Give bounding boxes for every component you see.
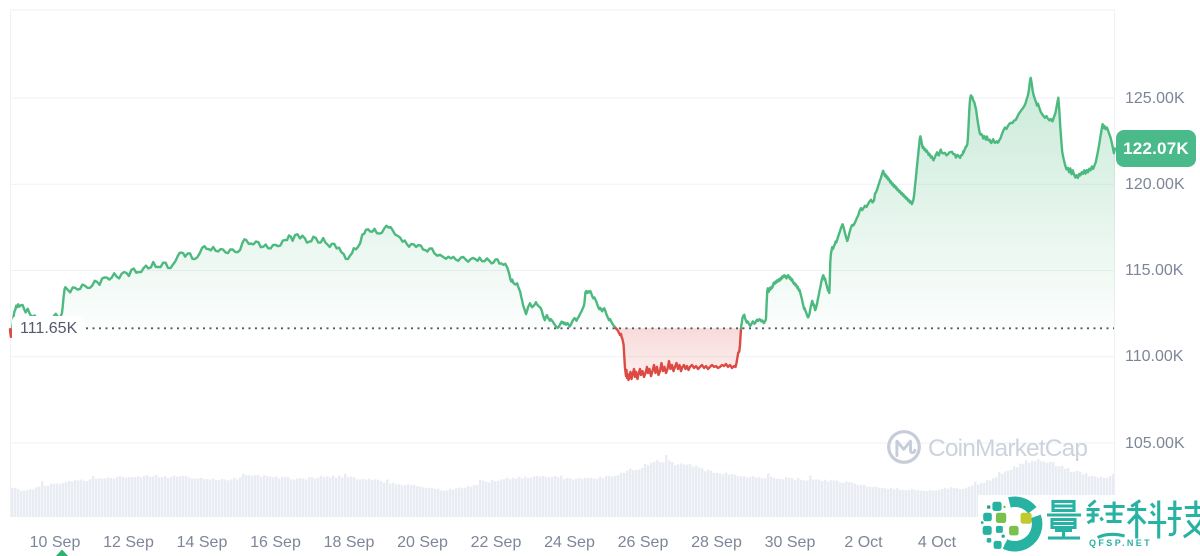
price-line-up xyxy=(739,76,1117,330)
qfsp-logo-square xyxy=(1009,525,1019,536)
qfsp-logo-square xyxy=(992,501,1002,511)
coinmarketcap-icon-m xyxy=(895,439,917,457)
price-line-up xyxy=(11,224,617,330)
x-axis-label: 14 Sep xyxy=(176,534,228,551)
qfsp-logo-square xyxy=(986,538,992,543)
baseline-label-box xyxy=(12,316,84,341)
area-above-baseline xyxy=(741,77,1115,329)
price-line-down xyxy=(614,327,743,382)
y-axis-label: 110.00K xyxy=(1125,348,1184,366)
coinmarketcap-watermark: CoinMarketCap xyxy=(887,430,1088,464)
qfsp-glyph xyxy=(1127,499,1167,539)
qfsp-logo-ring xyxy=(1002,514,1043,552)
y-axis-label: 105.00K xyxy=(1125,434,1185,452)
qfsp-glyph xyxy=(1047,499,1081,540)
last-price-value: 122.07K xyxy=(1123,138,1189,158)
qfsp-watermark: QFSP.NET xyxy=(978,495,1200,556)
qfsp-logo-square xyxy=(1020,512,1032,524)
qfsp-glyph xyxy=(1167,500,1200,539)
qfsp-logo-square xyxy=(982,525,992,535)
qfsp-logo-square xyxy=(1001,534,1005,538)
qfsp-logo-square xyxy=(993,540,1002,549)
x-axis-label: 30 Sep xyxy=(764,534,816,551)
qfsp-logo-square xyxy=(987,505,991,509)
qfsp-logo-square xyxy=(980,521,984,524)
x-axis-label: 18 Sep xyxy=(323,534,375,551)
coinmarketcap-watermark-text: CoinMarketCap xyxy=(928,435,1088,462)
baseline-price-label: 111.65K xyxy=(20,320,78,337)
x-axis-label: 4 Oct xyxy=(917,534,957,551)
qfsp-glyph xyxy=(1086,499,1125,539)
x-axis-label: 24 Sep xyxy=(544,534,595,551)
qfsp-logo-square xyxy=(1004,543,1007,546)
qfsp-logo-square xyxy=(983,512,992,522)
x-axis-label: 2 Oct xyxy=(844,534,883,551)
qfsp-logo-and-text xyxy=(980,496,1200,552)
x-axis-label: 12 Sep xyxy=(103,534,154,551)
last-price-badge: 122.07K xyxy=(1116,130,1196,168)
x-axis-label: 16 Sep xyxy=(250,534,301,551)
start-marker-icon xyxy=(55,549,69,556)
x-axis-label: 22 Sep xyxy=(470,534,522,551)
y-axis-label: 120.00K xyxy=(1125,175,1185,193)
qfsp-logo-ring xyxy=(1008,496,1037,514)
x-axis-label: 28 Sep xyxy=(691,534,742,551)
x-axis-label: 26 Sep xyxy=(617,534,669,551)
area-above-baseline xyxy=(12,225,616,329)
coinmarketcap-icon xyxy=(887,430,921,464)
qfsp-logo-square xyxy=(995,512,1007,523)
y-axis-label: 125.00K xyxy=(1125,89,1185,107)
qfsp-logo-square xyxy=(995,525,1003,533)
y-axis-label: 115.00K xyxy=(1125,262,1184,279)
qfsp-url-text: QFSP.NET xyxy=(1089,538,1153,548)
qfsp-watermark-text xyxy=(1047,499,1200,540)
x-axis-label: 20 Sep xyxy=(397,534,448,551)
qfsp-logo-square xyxy=(1003,505,1006,508)
volume-bars xyxy=(11,455,1115,517)
x-axis-label: 10 Sep xyxy=(29,534,81,551)
